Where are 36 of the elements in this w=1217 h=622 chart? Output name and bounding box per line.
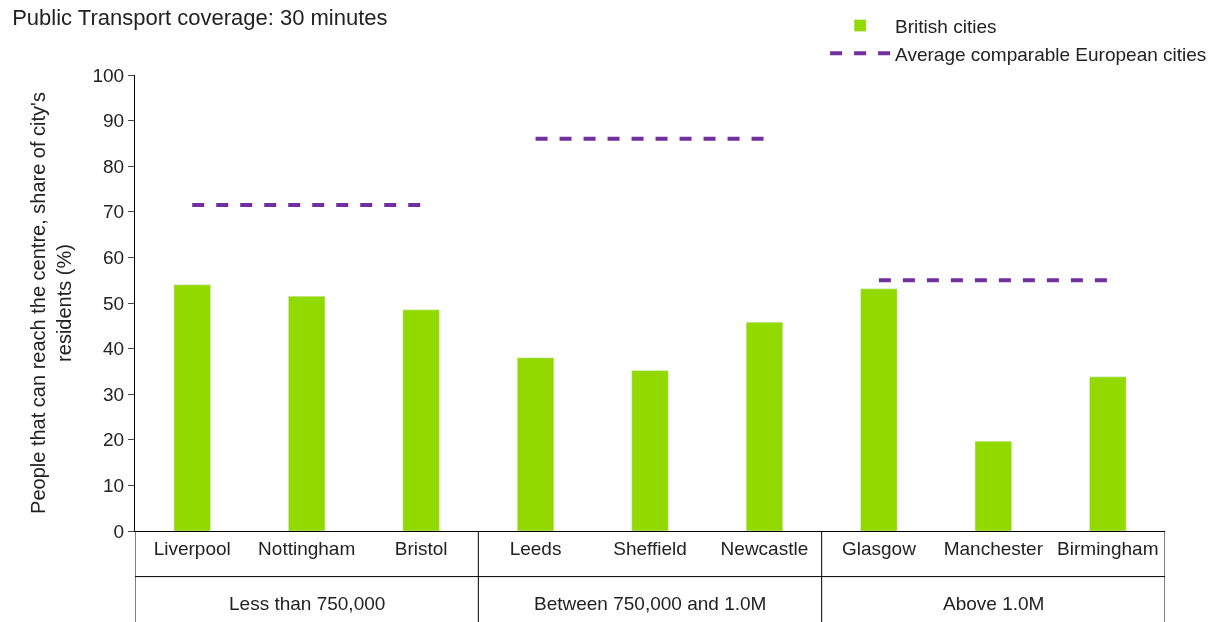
- text: Above 1.0M: [943, 593, 1045, 614]
- x-tick-label: Bristol: [394, 537, 448, 559]
- legend-label: British cities: [895, 15, 997, 37]
- y-tick-label: 60: [103, 247, 125, 269]
- y-tick-label: 50: [103, 292, 125, 314]
- x-tick-label: Manchester: [943, 537, 1044, 559]
- bar: [173, 284, 211, 531]
- bar: [516, 357, 555, 531]
- y-tick-label: 0: [113, 520, 125, 542]
- y-tick-label: 80: [103, 155, 125, 177]
- x-tick-label: Birmingham: [1057, 537, 1159, 559]
- x-tick-label: Nottingham: [258, 537, 356, 559]
- legend-label: Average comparable European cities: [895, 43, 1207, 65]
- y-tick-label: 40: [103, 338, 125, 360]
- y-tick-label: 70: [103, 201, 125, 223]
- bar: [745, 321, 784, 531]
- x-tick-label: Glasgow: [841, 537, 917, 559]
- y-tick-label: 10: [103, 475, 125, 497]
- x-tick-label: Leeds: [509, 537, 562, 559]
- y-tick-label: 20: [103, 429, 125, 451]
- y-tick-label: 100: [92, 64, 125, 86]
- bar: [974, 440, 1012, 531]
- bar: [860, 288, 898, 531]
- bar: [288, 295, 326, 531]
- text: Between 750,000 and 1.0M: [534, 593, 767, 614]
- y-tick-label: 30: [103, 383, 125, 405]
- chart-title: Public Transport coverage: 30 minutes: [12, 4, 388, 30]
- bar: [631, 370, 669, 531]
- bar: [1089, 376, 1127, 531]
- y-tick-label: 90: [103, 110, 125, 132]
- x-tick-label: Sheffield: [613, 537, 687, 559]
- x-tick-label: Liverpool: [153, 537, 231, 559]
- bar: [402, 309, 440, 531]
- x-tick-label: Newcastle: [720, 537, 809, 559]
- y-axis-title: People that can reach the centre, share of city's residents (%): [27, 92, 75, 514]
- text: Less than 750,000: [229, 593, 386, 614]
